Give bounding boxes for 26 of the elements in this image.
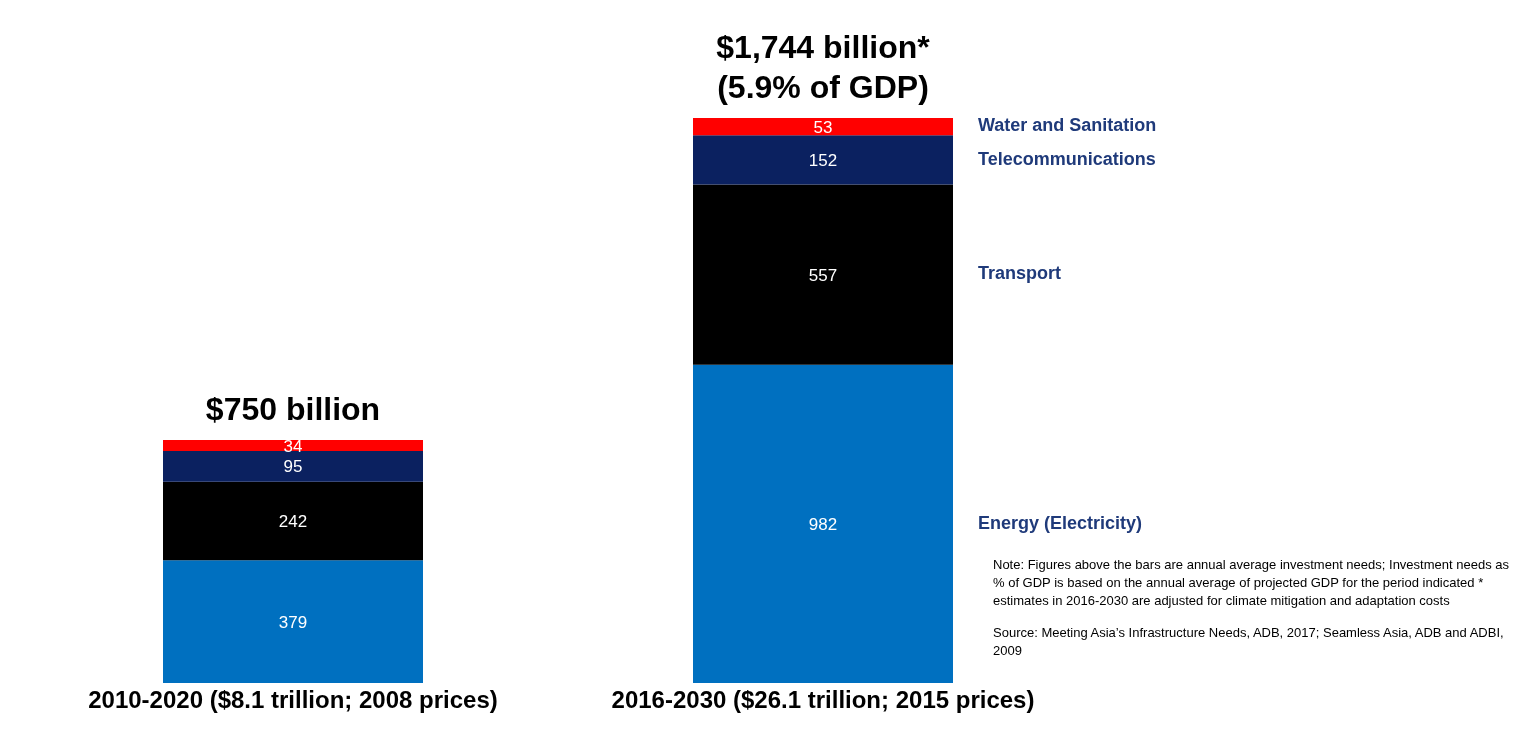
data-label: 152 [808, 150, 838, 170]
bar [693, 135, 953, 185]
total-label: $1,744 billion* (5.9% of GDP) [716, 29, 931, 105]
data-label: 982 [808, 514, 838, 534]
annotation: Note: Figures above the bars are annual average investment needs; Investment needs as % of GDP is based on the annual average of projected GDP for the period indicated * estimates in 2016-2030 are adjusted for climate mitigation and adaptation costs [993, 556, 1510, 610]
series-label: Telecommunications [978, 148, 1156, 169]
x-tick-label: 2010-2020 ($8.1 trillion; 2008 prices) [88, 686, 498, 714]
bar [693, 184, 953, 365]
bar [163, 440, 423, 452]
total-label: $750 billion [205, 391, 381, 428]
bar [693, 364, 953, 683]
series-label: Water and Sanitation [978, 115, 1157, 136]
series-label: Transport [978, 263, 1062, 284]
bar [693, 118, 953, 136]
data-label: 557 [808, 265, 838, 285]
series-label: Energy (Electricity) [978, 512, 1143, 533]
data-label: 242 [278, 512, 308, 532]
data-label: 379 [278, 612, 308, 632]
annotation: Source: Meeting Asia’s Infrastructure Needs, ADB, 2017; Seamless Asia, ADB and ADBI, 2009 [993, 624, 1505, 660]
bar [163, 481, 423, 561]
bar [163, 560, 423, 683]
data-label: 95 [283, 457, 303, 477]
data-label: 53 [813, 117, 833, 137]
x-tick-label: 2016-2030 ($26.1 trillion; 2015 prices) [611, 686, 1035, 714]
bar [163, 451, 423, 482]
data-label: 34 [283, 436, 303, 456]
